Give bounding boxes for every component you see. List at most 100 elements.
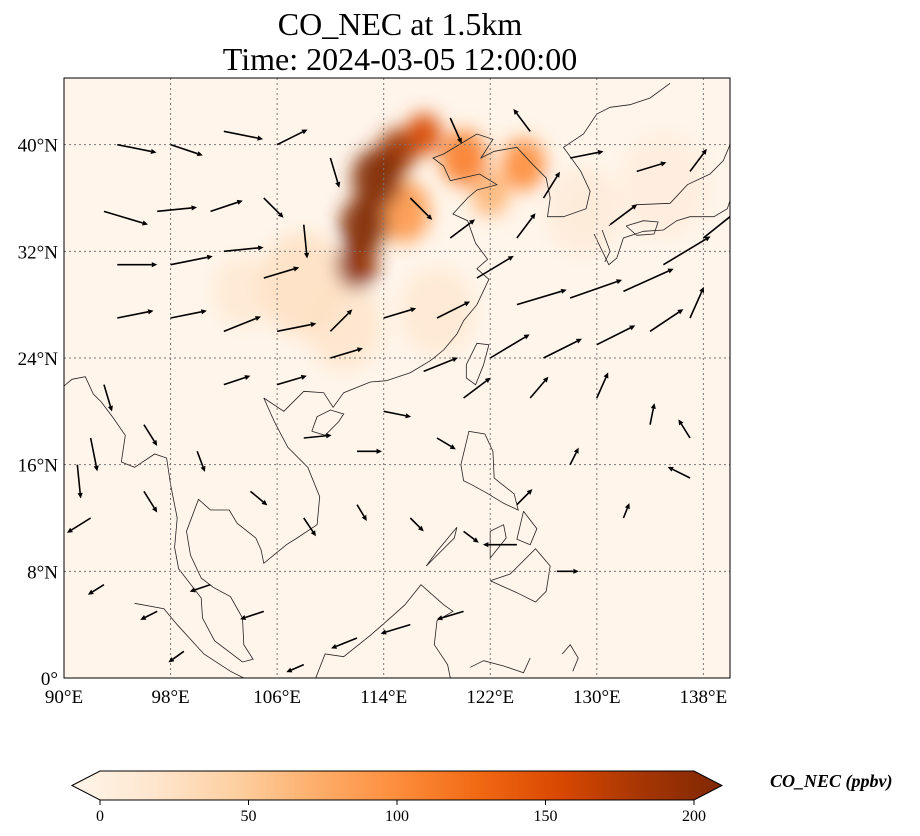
wind-arrow bbox=[596, 325, 636, 346]
gridlines bbox=[64, 78, 730, 678]
co-plume-blob bbox=[440, 130, 488, 186]
wind-arrow bbox=[276, 374, 307, 386]
colorbar-tick-label: 50 bbox=[241, 808, 257, 825]
wind-arrow bbox=[409, 197, 433, 220]
wind-arrow bbox=[542, 171, 560, 199]
wind-arrow bbox=[702, 215, 730, 239]
colorbar-label: CO_NEC (ppbv) bbox=[770, 771, 893, 791]
coastline bbox=[465, 342, 490, 386]
wind-arrow bbox=[380, 623, 411, 635]
co-plume-blob bbox=[400, 268, 474, 355]
lon-tick-label: 114°E bbox=[360, 687, 407, 708]
coastline bbox=[460, 430, 519, 511]
lat-tick-label: 8°N bbox=[27, 562, 58, 583]
wind-arrow bbox=[276, 322, 317, 333]
wind-arrow bbox=[140, 610, 158, 620]
chart-title-line-2: Time: 2024-03-05 12:00:00 bbox=[222, 41, 578, 77]
co-plume-blob bbox=[336, 240, 378, 289]
coastline bbox=[593, 200, 730, 266]
co-plume-blob bbox=[546, 168, 621, 255]
colorbar-tick-label: 200 bbox=[682, 808, 706, 825]
wind-arrow bbox=[210, 199, 243, 213]
coastline bbox=[490, 548, 551, 603]
wind-arrow bbox=[170, 309, 207, 319]
colorbar-tick-label: 0 bbox=[96, 808, 104, 825]
wind-arrow bbox=[516, 288, 567, 306]
wind-arrow bbox=[66, 517, 92, 533]
wind-arrow bbox=[569, 279, 623, 299]
wind-arrow bbox=[570, 149, 604, 159]
wind-arrow bbox=[157, 205, 198, 213]
wind-arrow bbox=[622, 503, 630, 519]
wind-arrow bbox=[223, 316, 261, 333]
coastlines bbox=[64, 82, 730, 678]
coastline bbox=[315, 584, 454, 678]
wind-arrow bbox=[143, 490, 158, 513]
wind-arrow bbox=[276, 129, 308, 146]
wind-arrow bbox=[331, 637, 358, 649]
wind-arrow bbox=[667, 466, 691, 479]
coastline bbox=[561, 644, 579, 672]
co-plume-blob bbox=[340, 196, 388, 253]
wind-arrow bbox=[649, 309, 684, 332]
wind-arrow bbox=[87, 583, 105, 595]
wind-arrow bbox=[649, 403, 656, 425]
lon-tick-label: 90°E bbox=[45, 687, 83, 708]
wind-arrow bbox=[409, 517, 424, 532]
wind-arrow bbox=[513, 108, 531, 132]
wind-arrow bbox=[76, 464, 83, 499]
co-plume-blob bbox=[214, 256, 274, 326]
wind-arrow bbox=[330, 347, 363, 359]
lat-tick-label: 16°N bbox=[18, 456, 59, 477]
wind-arrow bbox=[143, 424, 158, 446]
wind-arrow bbox=[117, 143, 157, 154]
wind-arrow bbox=[436, 437, 456, 450]
wind-arrow bbox=[609, 204, 638, 226]
wind-arrow bbox=[117, 262, 158, 268]
wind-arrow bbox=[329, 157, 341, 188]
coastline bbox=[470, 657, 531, 674]
wind-arrow bbox=[662, 236, 711, 266]
wind-arrow bbox=[223, 375, 251, 386]
colorbar-tick-label: 150 bbox=[534, 808, 558, 825]
coastline bbox=[425, 527, 458, 567]
lon-tick-label: 122°E bbox=[466, 687, 514, 708]
wind-arrow bbox=[249, 490, 268, 506]
wind-arrow bbox=[383, 307, 417, 319]
wind-arrow bbox=[117, 309, 154, 319]
chart-title-line-1: CO_NEC at 1.5km bbox=[277, 6, 523, 42]
wind-arrow bbox=[436, 301, 471, 319]
co-plume-blob bbox=[501, 138, 546, 191]
coastline bbox=[625, 220, 659, 236]
wind-arrow bbox=[223, 245, 264, 253]
coastline bbox=[64, 376, 321, 663]
wind-arrow bbox=[636, 161, 667, 173]
wind-arrow bbox=[516, 213, 536, 239]
co-plume-blob bbox=[352, 148, 402, 208]
wind-arrow bbox=[263, 197, 284, 218]
coastline bbox=[516, 511, 538, 546]
wind-arrow bbox=[223, 130, 264, 141]
lat-tick-label: 32°N bbox=[18, 242, 59, 263]
coastline bbox=[134, 602, 244, 678]
longitude-tick-labels: 90°E 98°E 106°E 114°E 122°E 130°E 138°E bbox=[45, 687, 727, 708]
wind-arrow bbox=[543, 338, 582, 359]
map-frame bbox=[63, 77, 731, 679]
lat-tick-label: 24°N bbox=[18, 349, 59, 370]
wind-arrow bbox=[463, 530, 479, 543]
wind-arrow bbox=[170, 254, 213, 266]
coastline bbox=[516, 82, 671, 218]
wind-arrow bbox=[286, 663, 305, 673]
wind-arrow bbox=[240, 610, 265, 620]
lat-tick-label: 0° bbox=[41, 669, 58, 690]
lat-tick-label: 40°N bbox=[18, 136, 59, 157]
wind-arrow bbox=[463, 377, 491, 399]
wind-arrow bbox=[103, 210, 149, 226]
wind-arrow bbox=[196, 451, 206, 472]
lon-tick-label: 106°E bbox=[253, 687, 301, 708]
wind-vectors bbox=[66, 108, 730, 673]
latitude-tick-labels: 0° 8°N 16°N 24°N 32°N 40°N bbox=[18, 136, 59, 690]
co-concentration-field bbox=[214, 113, 708, 370]
wind-arrow bbox=[303, 433, 332, 439]
wind-arrow bbox=[263, 266, 300, 279]
